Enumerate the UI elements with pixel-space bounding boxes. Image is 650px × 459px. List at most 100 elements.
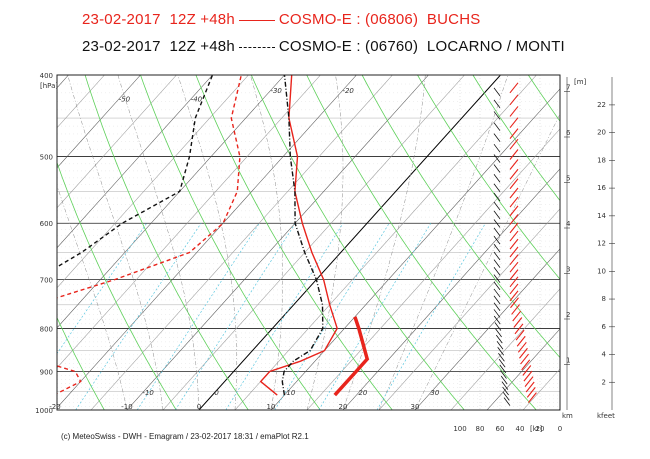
mixing-ratio-line [57,223,147,355]
isotherm-label: -20 [342,87,354,95]
moist-adiabat-line [67,75,164,410]
kfeet-label: kfeet [597,412,615,420]
wind-barb-black [493,243,501,253]
title-line-locarno: 23-02-2017 12Z +48h COSMO-E : (06760) LOC… [82,38,565,55]
legend-dashdot-line-icon [238,46,275,48]
isotherm-line [57,75,141,169]
wind-barb-black [493,288,501,298]
wind-barb-black [502,386,509,396]
wind-barb-black [493,295,501,305]
pressure-tick-label: 900 [40,368,53,376]
wind-barb-black [493,87,501,97]
wind-barb-red [509,283,519,295]
wind-barb-black [493,315,501,325]
profile-line-temperature [281,75,324,396]
wind-barb-red [525,381,535,393]
wind-barb-black [495,334,503,344]
wind-barb-red [509,82,519,94]
moist-adiabat-line [57,185,128,410]
wind-barb-black [496,341,504,350]
wind-barb-red [509,149,519,160]
mixing-ratio-line [376,223,486,410]
parcel-path-line [333,316,370,397]
isotherm-line [57,75,177,209]
isotherm-line [450,288,560,410]
profile-line-dewpoint [57,75,214,268]
wind-barb-black [493,281,501,291]
wind-barb-red [516,335,526,347]
isotherm-label: 0 [214,389,219,397]
wind-barb-red [509,94,519,106]
wind-barb-red [526,387,536,398]
wind-barb-red [523,370,533,382]
kfeet-tick-label: 4 [602,351,607,359]
wind-barb-red [509,178,519,190]
wind-barb-black [498,353,505,362]
wind-speed-tick-label: 80 [476,425,485,433]
isotherm-line [198,75,501,410]
wind-barb-black [493,251,501,261]
dry-adiabat-line [84,75,249,410]
wind-barb-red [512,310,522,322]
temperature-tick-label: 0 [197,403,201,411]
wind-barb-red [509,187,519,199]
mixing-ratio-line [175,223,296,410]
isotherm-line [57,75,105,129]
pressure-tick-label: 600 [40,220,53,228]
isotherm-line [57,75,357,409]
kfeet-tick-label: 14 [597,212,606,220]
dry-adiabat-line [57,161,177,410]
dry-adiabat-line [57,316,105,410]
wind-barb-black [493,143,501,153]
wind-barb-red [509,196,519,208]
kfeet-tick-label: 18 [597,156,606,164]
wind-barb-red [519,347,528,359]
height-tick-label: 5 [566,175,570,183]
height-unit-label: [m] [574,78,587,86]
wind-barb-black [493,164,501,173]
pressure-tick-label: 400 [40,72,53,80]
wind-barb-black [502,392,510,401]
pressure-tick-label: 700 [40,277,53,285]
isotherm-line [90,75,393,410]
wind-barb-black [493,266,501,276]
isotherm-label: -10 [142,389,154,397]
dry-adiabat-line [306,75,537,410]
kfeet-tick-label: 16 [597,184,606,192]
profile-line-temperature [259,75,338,396]
kfeet-tick-label: 8 [602,295,606,303]
wind-barb-black [497,347,505,356]
wind-unit-label: [kt] [530,425,543,433]
temperature-tick-label: 20 [339,403,348,411]
moist-adiabat-line [342,75,426,410]
kfeet-tick-label: 20 [597,129,606,137]
kfeet-tick-label: 12 [597,240,606,248]
wind-speed-tick-label: 100 [453,425,466,433]
axis-layer: -50 -40-30 -20-10 0 10 20 30400500600700800900… [35,72,615,433]
wind-barb-black [495,328,502,338]
height-tick-label: 1 [566,357,570,365]
footer-credit: (c) MeteoSwiss - DWH - Emagram / 23-02-2… [61,432,309,441]
isotherm-line [234,75,537,410]
dry-adiabat-line [361,75,560,359]
legend-solid-line-icon [238,19,275,21]
isotherm-label: -50 [119,95,131,103]
wind-barb-red [509,222,519,234]
wind-barb-black [493,122,501,131]
wind-barb-red [509,276,519,288]
mixing-ratio-line [274,223,390,410]
temperature-tick-label: -20 [49,403,60,411]
dry-adiabat-line [417,75,560,280]
pressure-tick-label: 1000 [35,407,53,415]
wind-barb-red [509,138,519,150]
wind-barb-red [514,323,524,335]
temperature-tick-label: -10 [121,403,132,411]
wind-barb-black [493,154,501,163]
isotherm-line [414,248,560,410]
wind-barb-red [513,317,523,328]
wind-barb-black [493,99,501,109]
temperature-tick-label: 30 [411,403,420,411]
wind-barb-red [524,376,534,387]
wind-barbs-layer [493,82,537,406]
